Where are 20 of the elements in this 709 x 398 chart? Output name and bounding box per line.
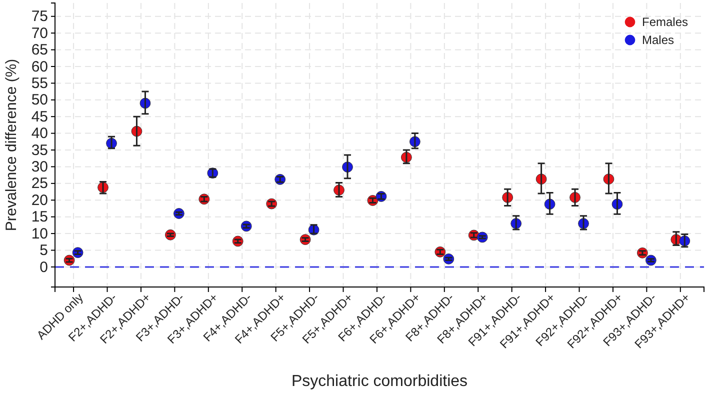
y-tick-label: 20 [31,192,48,209]
y-tick-label: 10 [31,225,48,242]
y-tick-label: 65 [31,42,48,59]
y-tick-label: 50 [31,92,48,109]
y-tick-label: 30 [31,158,48,176]
y-tick-label: 75 [31,8,48,26]
x-axis-title: Psychiatric comorbidities [291,373,468,390]
y-tick-label: 15 [31,208,48,226]
y-tick-label: 40 [31,125,48,142]
y-tick-label: 25 [31,175,48,192]
y-tick-label: 5 [40,242,48,260]
y-tick-label: 55 [31,74,48,92]
legend-label: Males [642,33,674,48]
y-tick-label: 35 [31,142,48,159]
legend-label: Females [642,15,688,30]
y-axis-title: Prevalence difference (%) [3,58,20,232]
y-tick-label: 60 [31,58,48,76]
y-tick-label: 45 [31,108,48,126]
y-tick-label: 70 [31,24,48,42]
y-tick-label: 0 [40,258,48,276]
